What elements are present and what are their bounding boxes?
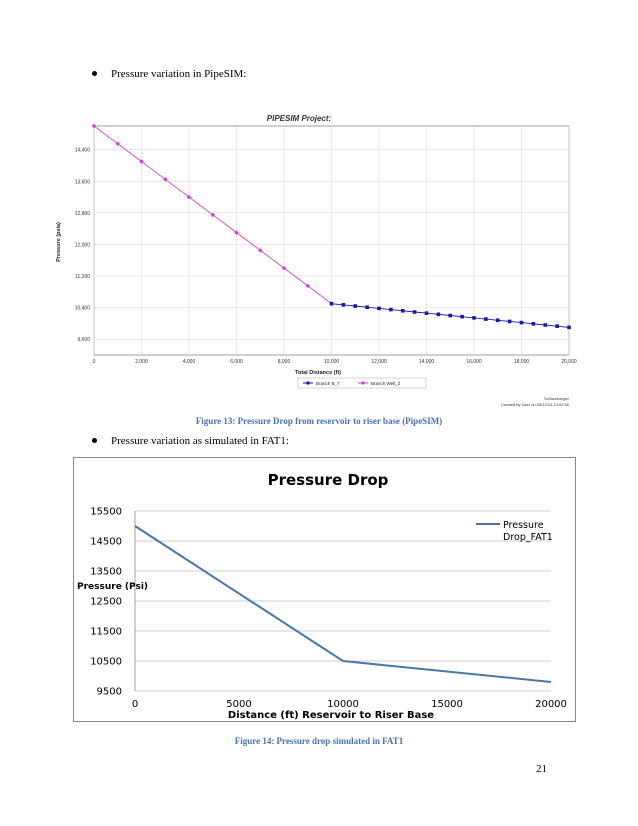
series-line-pressure-drop xyxy=(134,525,552,683)
y-tick-label: 9,600 xyxy=(77,337,90,343)
y-tick-label: 9500 xyxy=(97,687,122,698)
y-tick-label: 15500 xyxy=(90,507,122,518)
chart-title: Pressure Drop xyxy=(268,471,389,489)
x-tick-label: 16,000 xyxy=(466,359,482,365)
x-tick-label: 8,000 xyxy=(278,359,291,365)
chart-legend: Pressure Drop_FAT1 xyxy=(476,520,553,543)
x-tick-label: 14,000 xyxy=(419,359,435,365)
y-tick-label: 12,000 xyxy=(75,242,91,248)
data-point-branch-b xyxy=(365,305,369,310)
data-point-branch-b xyxy=(424,311,429,315)
x-tick-label: 0 xyxy=(132,699,138,710)
legend-label-line1: Pressure xyxy=(503,520,544,531)
x-tick-label: 18,000 xyxy=(514,359,530,365)
legend-label-line2: Drop_FAT1 xyxy=(503,532,553,543)
data-point-branch-b xyxy=(389,307,393,312)
y-tick-label: 10500 xyxy=(90,657,122,668)
legend-label-branch-well: Branch Well_2 xyxy=(371,381,401,386)
x-tick-label: 20000 xyxy=(535,699,567,710)
data-point-branch-well xyxy=(305,283,311,289)
figure-13-caption: Figure 13: Pressure Drop from reservoir … xyxy=(195,416,443,426)
data-point-branch-b xyxy=(531,322,536,326)
x-axis-label: Total Distance (ft) xyxy=(295,370,341,376)
x-tick-label: 6,000 xyxy=(230,359,243,365)
data-point-branch-well xyxy=(91,123,97,129)
x-axis-label: Distance (ft) Reservoir to Riser Base xyxy=(228,710,434,721)
data-point-branch-b xyxy=(460,314,464,319)
y-tick-label: 13500 xyxy=(90,567,122,578)
data-point-branch-well xyxy=(281,265,287,271)
x-tick-label: 10000 xyxy=(327,699,359,710)
legend-label-branch-b: Branch B_7 xyxy=(316,381,340,386)
bullet-dot-icon xyxy=(92,70,97,76)
data-point-branch-b xyxy=(519,320,524,325)
bullet-item-pipesim: Pressure variation in PipeSIM: xyxy=(92,68,246,81)
y-tick-label: 11,200 xyxy=(75,274,90,280)
vendor-text: Schlumberger xyxy=(544,396,570,401)
bullet-item-fat1: Pressure variation as simulated in FAT1: xyxy=(92,435,289,448)
x-tick-label: 4,000 xyxy=(183,359,196,365)
fat1-chart: Pressure Drop 9500 10500 11500 12500 13500 14… xyxy=(73,457,576,722)
data-point-branch-b xyxy=(543,323,548,327)
y-tick-label: 13,600 xyxy=(75,179,91,185)
legend-marker-branch-b xyxy=(306,381,310,385)
x-tick-label: 5000 xyxy=(226,699,251,710)
data-point-branch-b xyxy=(567,325,571,330)
data-point-branch-b xyxy=(353,304,358,308)
x-tick-label: 12,000 xyxy=(371,359,387,365)
x-tick-label: 20,000 xyxy=(561,359,577,365)
data-point-branch-b xyxy=(448,313,453,318)
data-point-branch-b xyxy=(555,324,559,328)
bullet-dot-icon xyxy=(92,437,97,443)
figure-14-caption: Figure 14: Pressure drop simulated in FA… xyxy=(234,736,404,746)
data-point-branch-b xyxy=(412,310,417,314)
chart-frame xyxy=(73,457,576,722)
data-point-branch-b xyxy=(495,318,500,323)
data-point-branch-b xyxy=(400,308,405,313)
x-tick-label: 15000 xyxy=(431,699,463,710)
data-point-branch-b xyxy=(377,306,381,311)
x-tick-label: 10,000 xyxy=(324,359,340,365)
data-point-branch-b xyxy=(341,303,346,307)
x-tick-label: 0 xyxy=(93,359,96,365)
legend-marker-branch-well xyxy=(361,381,365,385)
y-axis-label: Pressure (psia) xyxy=(56,222,62,262)
y-axis-label: Pressure (Psi) xyxy=(77,582,148,592)
bullet-text: Pressure variation as simulated in FAT1: xyxy=(111,435,289,447)
pipesim-chart: PIPESIM Project: 9,600 10,400 11,200 12,000… xyxy=(56,114,577,407)
bullet-text: Pressure variation in PipeSIM: xyxy=(111,68,247,80)
chart-title: PIPESIM Project: xyxy=(267,114,332,123)
data-point-branch-b xyxy=(436,312,441,317)
chart-legend: Branch B_7 Branch Well_2 xyxy=(297,377,427,389)
data-point-branch-b xyxy=(507,319,512,324)
page-number: 21 xyxy=(536,763,547,775)
y-tick-label: 14500 xyxy=(90,537,122,548)
y-tick-label: 14,400 xyxy=(75,148,91,154)
data-point-branch-b xyxy=(472,316,476,320)
x-tick-label: 2,000 xyxy=(135,359,148,365)
y-tick-label: 12500 xyxy=(90,597,122,608)
data-point-branch-b xyxy=(329,301,334,306)
y-tick-label: 10,400 xyxy=(75,306,91,312)
y-tick-label: 11500 xyxy=(90,627,122,638)
created-by-text: Created by User on 05/12/15 14:02:56 xyxy=(501,402,570,407)
y-tick-label: 12,800 xyxy=(75,211,91,217)
data-point-branch-b xyxy=(484,317,488,321)
